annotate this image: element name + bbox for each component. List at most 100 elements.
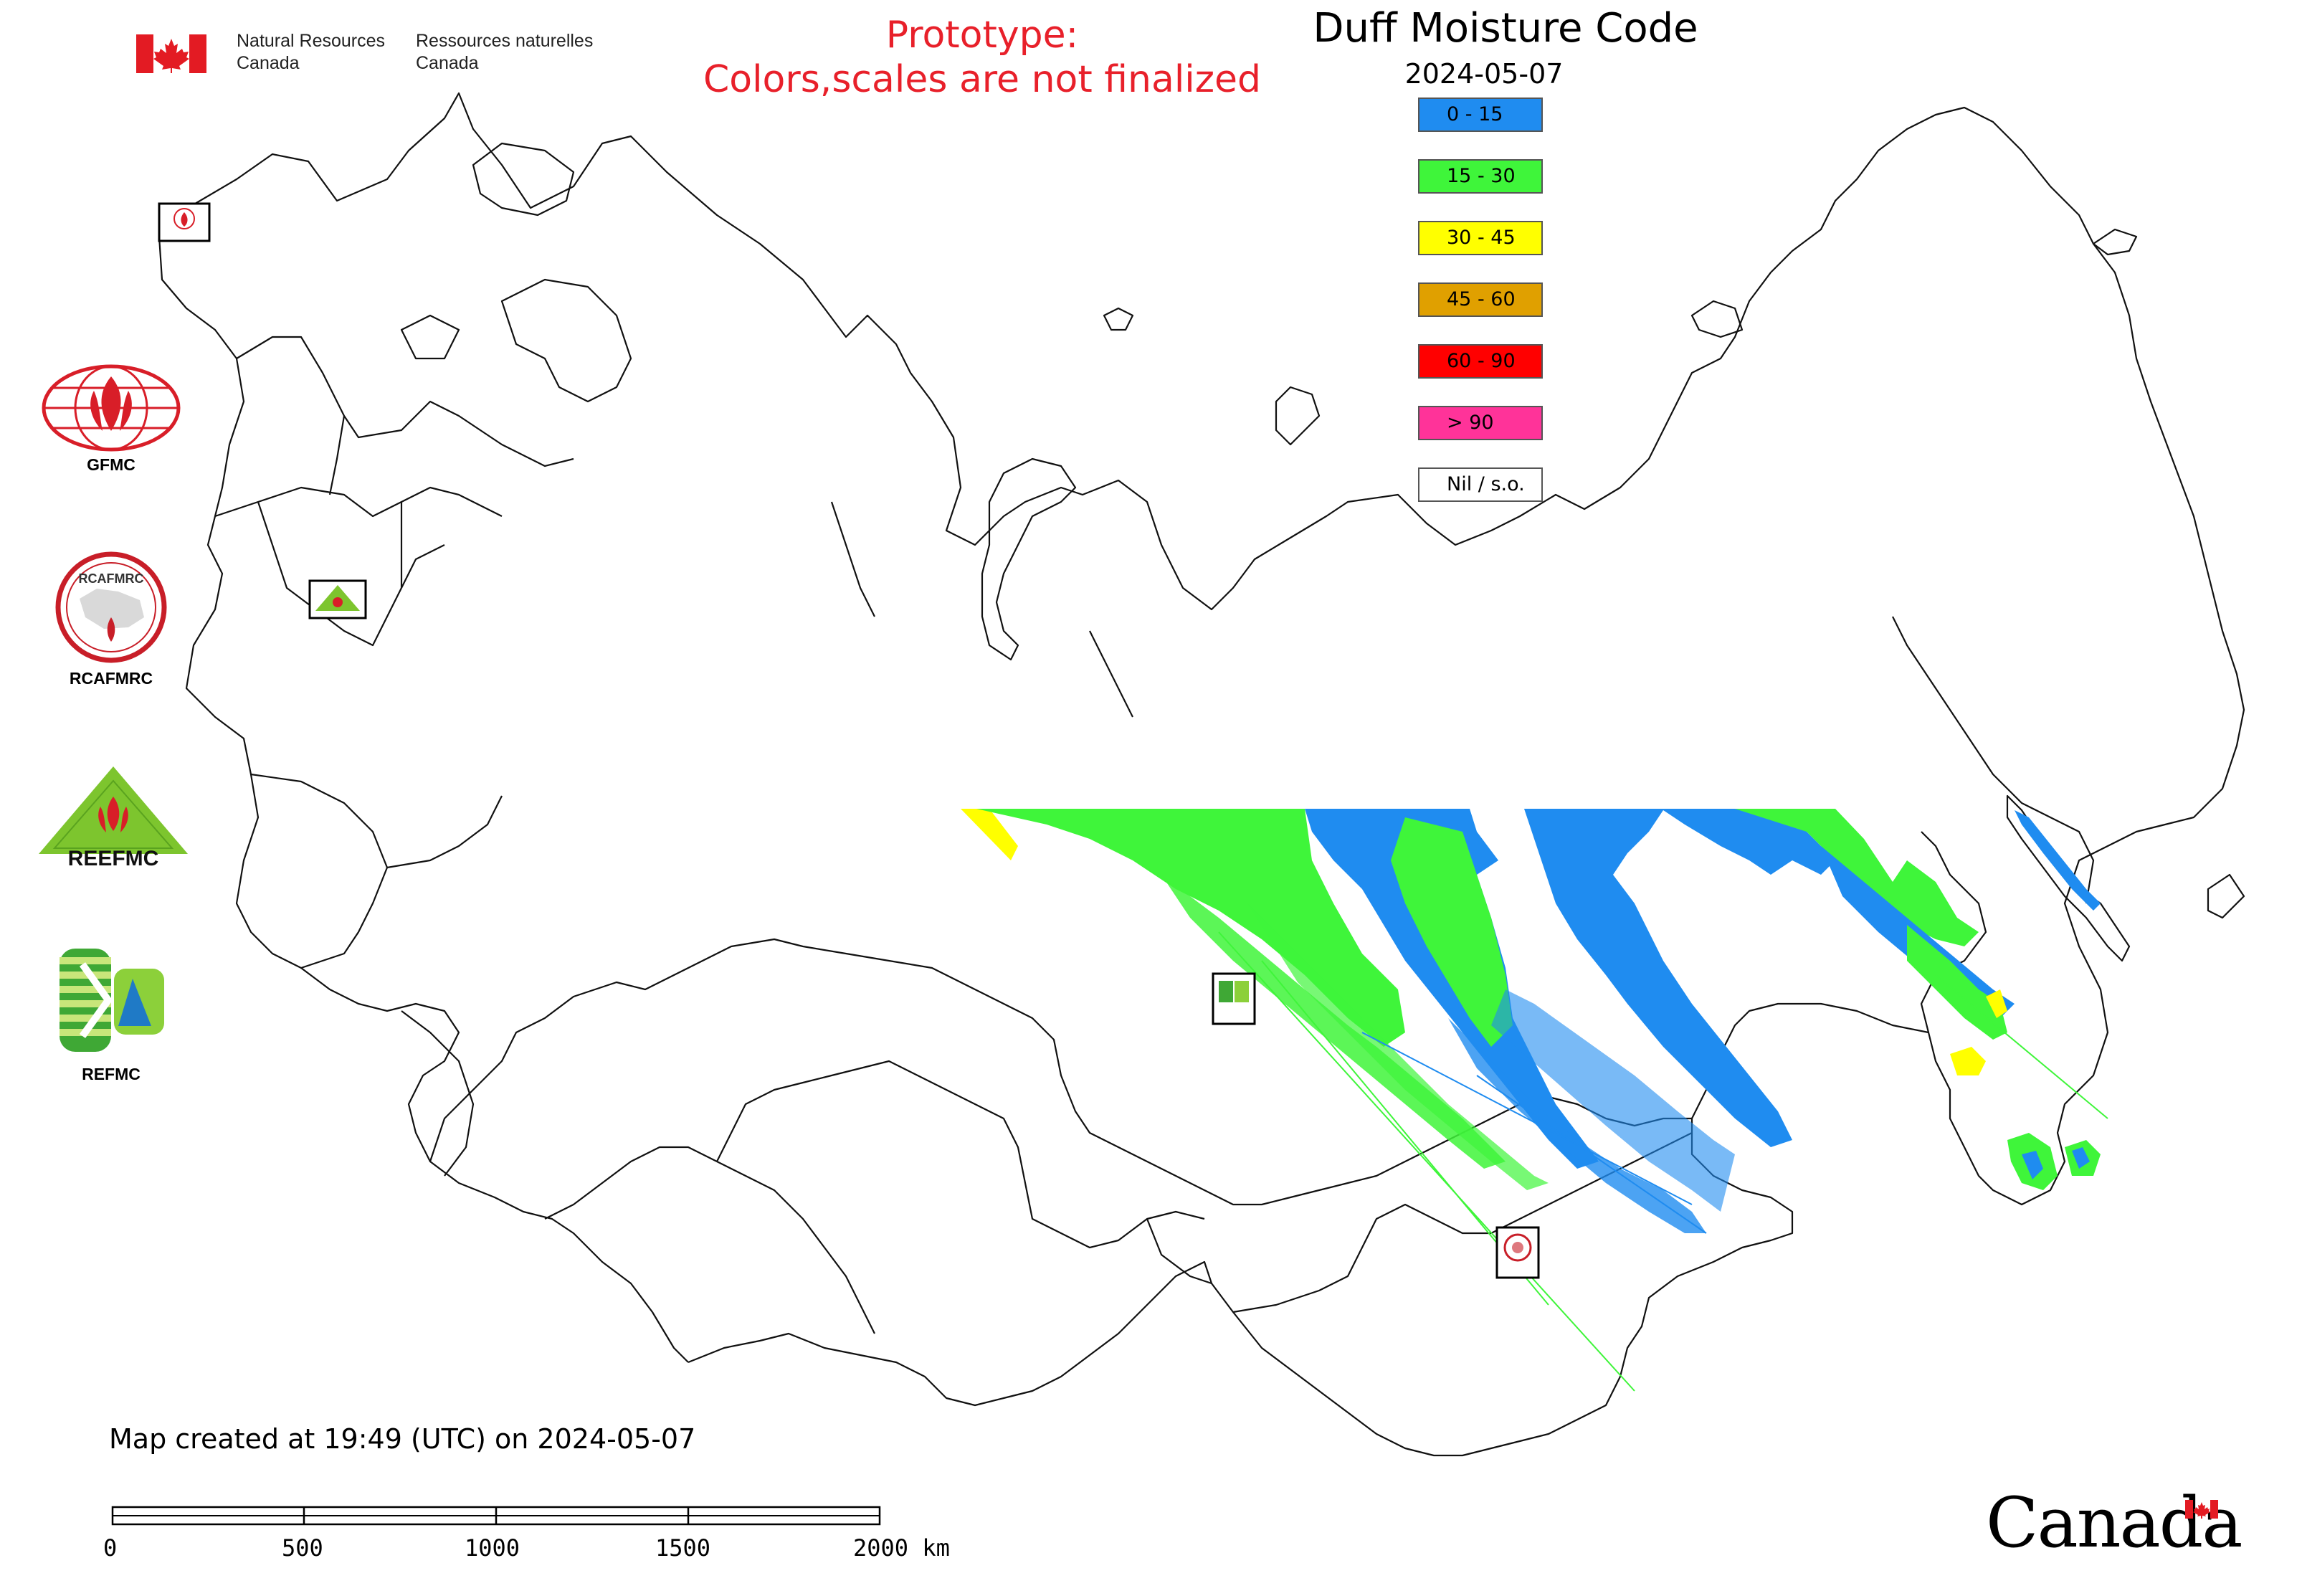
- legend-item-0-15: 0 - 15: [1418, 98, 1543, 132]
- border-europe-6: [250, 773, 389, 969]
- dmc-region-0-15-sakhalin: [2015, 810, 2101, 911]
- peninsula-kamchatka: [1892, 616, 2095, 904]
- legend-label: 30 - 45: [1447, 227, 1516, 249]
- logo-reefmc: REEFMC: [36, 764, 194, 871]
- dmc-region-15-30-coast: [1907, 925, 2007, 1040]
- gfmc-label: GFMC: [87, 455, 135, 474]
- legend-label: 15 - 30: [1447, 165, 1516, 187]
- dmc-region-0-15-central: [1305, 809, 1599, 1169]
- legend-label: 45 - 60: [1447, 288, 1516, 310]
- scale-label-500: 500: [282, 1534, 323, 1562]
- island-japan-north: [2207, 873, 2245, 919]
- agency-name-english-line2: Canada: [237, 53, 300, 73]
- scale-label-0: 0: [103, 1534, 118, 1562]
- border-central-asia-2: [716, 1060, 1205, 1249]
- scale-label-1000: 1000: [465, 1534, 520, 1562]
- dmc-data-layer: [961, 809, 2108, 1392]
- coastline-outer: [158, 92, 2245, 1206]
- border-europe-1: [236, 336, 574, 467]
- island-wrangel: [2092, 228, 2138, 256]
- dmc-region-0-15-strand-1: [1448, 1018, 1706, 1233]
- prototype-warning-line2: Colors,scales are not finalized: [703, 58, 1262, 101]
- gfmc-emblem-icon: [42, 364, 181, 452]
- dmc-region-30-45-coast-2: [1986, 989, 2007, 1018]
- agency-name-english-line1: Natural Resources: [237, 31, 386, 51]
- dmc-region-mixed-primorye-4: [2072, 1147, 2090, 1169]
- canada-wordmark-flag-icon: [2185, 1500, 2218, 1519]
- coastline-west: [158, 236, 689, 1363]
- river-line-1: [830, 501, 875, 617]
- canada-flag-icon: [136, 34, 206, 73]
- legend-label: 60 - 90: [1447, 350, 1516, 372]
- dmc-region-mixed-primorye-2: [2022, 1151, 2043, 1179]
- legend-label: Nil / s.o.: [1447, 473, 1525, 495]
- dmc-region-0-15-east: [1524, 809, 1835, 1147]
- legend-item-45-60: 45 - 60: [1418, 282, 1543, 317]
- lake-ladoga: [400, 314, 460, 360]
- scale-bar: [111, 1506, 881, 1526]
- border-mongolia: [1146, 1218, 1212, 1285]
- map-title: Duff Moisture Code: [1313, 5, 1698, 52]
- map-date: 2024-05-07: [1404, 58, 1564, 90]
- map-created-note: Map created at 19:49 (UTC) on 2024-05-07: [109, 1423, 696, 1455]
- dmc-region-30-45-coast-1: [1950, 1047, 1986, 1075]
- rcafmrc-emblem-icon: RCAFMRC: [55, 551, 167, 663]
- dmc-streak-4: [1476, 1075, 1707, 1234]
- border-europe-4: [328, 415, 346, 495]
- centre-marker-rcafmrc: [1495, 1226, 1540, 1279]
- prototype-warning: Prototype: Colors,scales are not finaliz…: [645, 13, 1319, 102]
- dmc-streak-3: [1361, 1032, 1693, 1205]
- dmc-region-30-45-west: [961, 809, 1018, 860]
- reefmc-logo-text: REEFMC: [68, 847, 159, 870]
- sea-white: [500, 278, 632, 403]
- dmc-region-0-15-strand-2: [1491, 989, 1735, 1212]
- legend-item-15-30: 15 - 30: [1418, 159, 1543, 194]
- agency-name-english: Natural Resources Canada: [237, 30, 385, 75]
- logo-gfmc: GFMC: [39, 362, 183, 477]
- dmc-region-0-15-east-strand: [1821, 846, 2015, 1018]
- island-novaya-zemlya: [981, 457, 1077, 661]
- island-severnaya-zemlya: [1275, 386, 1321, 446]
- logo-refmc: REFMC: [39, 943, 183, 1086]
- legend-item-nil: Nil / s.o.: [1418, 467, 1543, 502]
- agency-name-french: Ressources naturelles Canada: [416, 30, 593, 75]
- prototype-warning-line1: Prototype:: [885, 14, 1079, 57]
- border-europe-3: [257, 501, 445, 647]
- dmc-region-15-30-central: [1391, 817, 1513, 1047]
- refmc-label: REFMC: [82, 1065, 141, 1083]
- centre-marker-reefmc: [308, 579, 367, 619]
- legend-item-60-90: 60 - 90: [1418, 344, 1543, 379]
- border-central-asia-1: [544, 1146, 875, 1334]
- border-europe-2: [214, 486, 503, 518]
- logo-rcafmrc: RCAFMRC RCAFMRC: [39, 548, 183, 692]
- scale-label-1500: 1500: [655, 1534, 711, 1562]
- canada-wordmark-text: Canada: [1986, 1483, 2242, 1563]
- island-franz-josef: [1103, 307, 1134, 331]
- legend-label: 0 - 15: [1447, 103, 1503, 125]
- scale-label-2000-km: 2000 km: [853, 1534, 950, 1562]
- border-russia-kazakhstan: [429, 938, 1692, 1206]
- canada-wordmark: Canada: [1986, 1483, 2242, 1563]
- dmc-streak-5: [1935, 974, 2108, 1119]
- legend-label: > 90: [1447, 412, 1494, 434]
- centre-marker-refmc: [1212, 972, 1256, 1025]
- legend-item-30-45: 30 - 45: [1418, 221, 1543, 255]
- island-new-siberian: [1690, 300, 1744, 338]
- refmc-emblem-icon: [60, 949, 164, 1052]
- legend-item-over-90: > 90: [1418, 406, 1543, 440]
- centre-marker-gfmc: [158, 202, 211, 242]
- border-europe-7: [386, 795, 503, 869]
- government-signature: Natural Resources Canada Ressources natu…: [136, 30, 602, 80]
- agency-name-french-line2: Canada: [416, 53, 479, 73]
- border-mongolia-china: [1232, 1132, 1693, 1314]
- sea-caspian: [401, 1010, 475, 1177]
- river-line-2: [1089, 630, 1133, 718]
- agency-name-french-line1: Ressources naturelles: [416, 31, 594, 51]
- island-svalbard: [472, 142, 575, 217]
- reefmc-emblem-icon: REEFMC: [39, 766, 188, 870]
- rcafmrc-label: RCAFMRC: [69, 669, 153, 688]
- dmc-streak-1: [1218, 931, 1635, 1392]
- dmc-region-15-30-west: [976, 809, 1405, 1047]
- rcafmrc-logo-text: RCAFMRC: [79, 571, 144, 586]
